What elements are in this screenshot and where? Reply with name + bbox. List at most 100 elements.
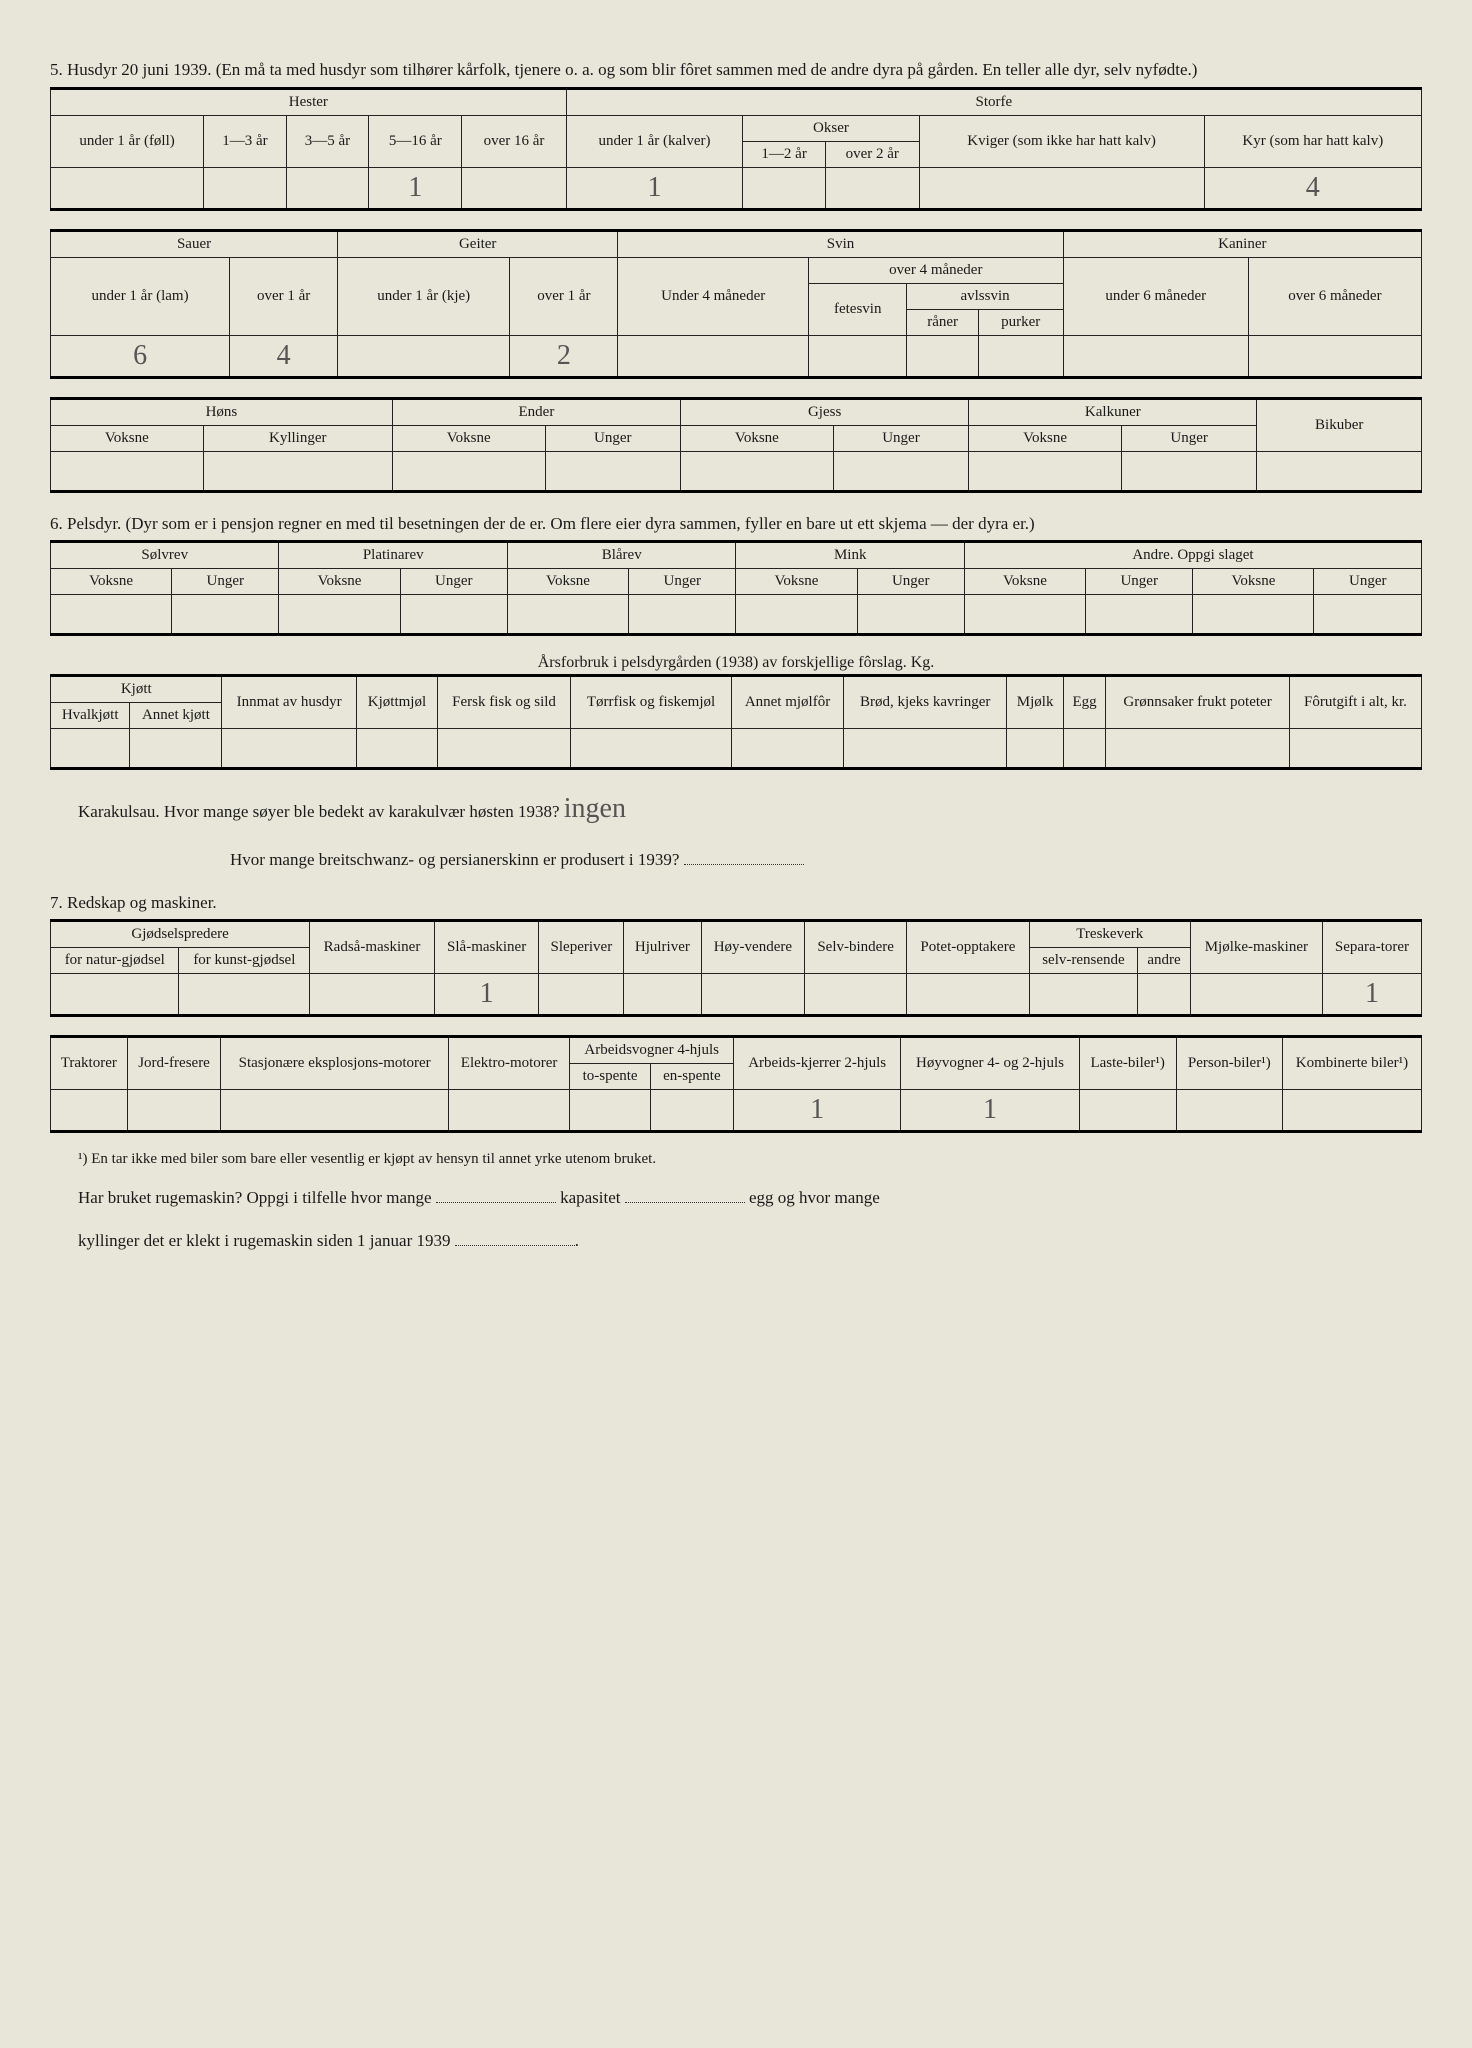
col: Voksne [736,569,857,595]
col: over 1 år [230,257,338,335]
col: under 6 måneder [1063,257,1248,335]
col: Under 4 måneder [618,257,809,335]
col: Mjølk [1007,676,1064,729]
col: Annet kjøtt [130,703,222,729]
blank [436,1186,556,1203]
col: Unger [1121,425,1257,451]
hdr: Sauer [51,230,338,257]
cell [539,974,624,1016]
col: Egg [1063,676,1105,729]
col: andre [1138,948,1191,974]
col: en-spente [650,1064,733,1090]
col: Traktorer [51,1037,128,1090]
hdr: Mink [736,542,964,569]
hdr: Arbeidsvogner 4-hjuls [570,1037,734,1064]
cell [809,335,907,377]
cell: 4 [230,335,338,377]
cell: 1 [901,1090,1079,1132]
col: Voksne [969,425,1122,451]
col: Arbeids-kjerrer 2-hjuls [734,1037,901,1090]
col: under 1 år (kalver) [566,115,743,167]
cell [448,1090,570,1132]
table-pelsdyr: Sølvrev Platinarev Blårev Mink Andre. Op… [50,540,1422,636]
cell [907,335,978,377]
hdr: Ender [392,398,680,425]
cell: 1 [369,167,462,209]
col: Selv-bindere [805,921,907,974]
cell [1190,974,1322,1016]
col: Brød, kjeks kavringer [844,676,1007,729]
cell: 6 [51,335,230,377]
cell: 1 [1322,974,1421,1016]
cell [701,974,805,1016]
cell [51,974,179,1016]
txt: kapasitet [560,1188,620,1207]
cell: 4 [1204,167,1421,209]
hdr: Platinarev [279,542,507,569]
cell [221,1090,448,1132]
col: Person-biler¹) [1176,1037,1282,1090]
cell [1282,1090,1421,1132]
col: over 1 år [510,257,618,335]
cell [919,167,1204,209]
col: Slå-maskiner [434,921,539,974]
blank [455,1229,575,1246]
hdr-storfe: Storfe [566,88,1421,115]
col: Kviger (som ikke har hatt kalv) [919,115,1204,167]
hdr: Geiter [338,230,618,257]
col: Unger [1086,569,1193,595]
col: Kyr (som har hatt kalv) [1204,115,1421,167]
col: Høyvogner 4- og 2-hjuls [901,1037,1079,1090]
col: Grønnsaker frukt poteter [1106,676,1290,729]
col: Høy-vendere [701,921,805,974]
cell [179,974,310,1016]
cell [1138,974,1191,1016]
cell [618,335,809,377]
cell: 2 [510,335,618,377]
table-redskap-2: Traktorer Jord-fresere Stasjonære eksplo… [50,1035,1422,1133]
col: for natur-gjødsel [51,948,179,974]
section-6-heading: 6. Pelsdyr. (Dyr som er i pensjon regner… [50,511,1422,537]
hdr: Svin [618,230,1063,257]
hdr: Sølvrev [51,542,279,569]
cell: 1 [434,974,539,1016]
blank [625,1186,745,1203]
col: Voksne [681,425,834,451]
hdr: Treskeverk [1029,921,1190,948]
txt: Har bruket rugemaskin? Oppgi i tilfelle … [78,1188,432,1207]
cell [1176,1090,1282,1132]
col: Jord-fresere [127,1037,221,1090]
col: Unger [857,569,964,595]
table-pelsdyr-forbruk: Kjøtt Innmat av husdyr Kjøttmjøl Fersk f… [50,674,1422,770]
col: Voksne [507,569,628,595]
table-redskap-1: Gjødselspredere Radså-maskiner Slå-maski… [50,919,1422,1017]
col: Stasjonære eksplosjons-motorer [221,1037,448,1090]
col: Unger [545,425,681,451]
col: Voksne [964,569,1085,595]
col: Tørrfisk og fiskemjøl [571,676,732,729]
karakul-line1: Karakulsau. Hvor mange søyer ble bedekt … [50,788,1422,830]
hdr: Kaniner [1063,230,1421,257]
col: under 1 år (kje) [338,257,510,335]
karakul-q2: Hvor mange breitschwanz- og persianerski… [230,850,679,869]
cell [624,974,701,1016]
txt: kyllinger det er klekt i rugemaskin side… [78,1231,451,1250]
cell [338,335,510,377]
col: Mjølke-maskiner [1190,921,1322,974]
col: Okser [743,115,919,141]
hdr: Kjøtt [51,676,222,703]
hdr-hester: Hester [51,88,567,115]
section-7-heading: 7. Redskap og maskiner. [50,890,1422,916]
hdr: Gjess [681,398,969,425]
col: Unger [172,569,279,595]
col: under 1 år (lam) [51,257,230,335]
cell: 1 [734,1090,901,1132]
col: Elektro-motorer [448,1037,570,1090]
hdr: Andre. Oppgi slaget [964,542,1421,569]
col: Sleperiver [539,921,624,974]
col: Separa-torer [1322,921,1421,974]
cell [51,167,204,209]
col: Hvalkjøtt [51,703,130,729]
col: Kjøttmjøl [356,676,437,729]
karakul-line2: Hvor mange breitschwanz- og persianerski… [50,847,1422,873]
